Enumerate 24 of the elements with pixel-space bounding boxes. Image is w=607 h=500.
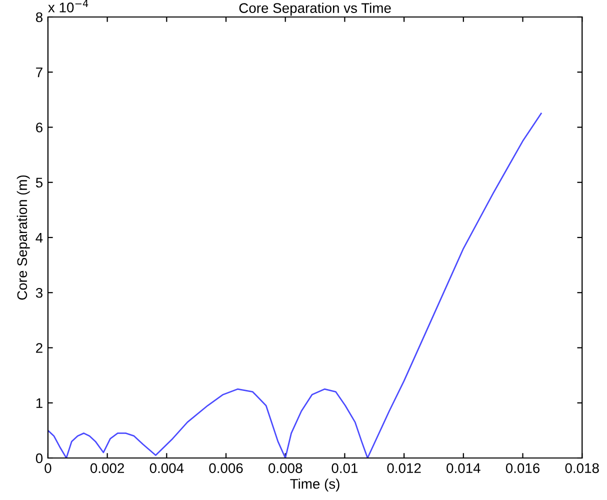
text: x 10$^{−4}$: [48, 0, 88, 12]
x-tick-label: 0.018: [565, 463, 599, 474]
x-tick-label: 0.012: [387, 463, 421, 474]
x-tick-label: 0.008: [268, 463, 302, 474]
x-tick-label: 0: [44, 463, 52, 474]
x-tick-label: 0.016: [506, 463, 540, 474]
line-series: [48, 112, 542, 458]
x-axis-title: Time (s): [290, 478, 340, 492]
x-tick-label: 0.004: [150, 463, 184, 474]
y-tick-label: 6: [36, 122, 42, 132]
y-tick-label: 2: [36, 343, 42, 353]
y-tick-label: 4: [36, 232, 43, 243]
y-tick-label: 0: [36, 453, 43, 464]
x-tick-label: 0.01: [332, 463, 358, 474]
y-tick-label: 5: [36, 178, 43, 188]
x-tick-label: 0.002: [90, 463, 124, 474]
y-axis-title: Core Separation (m): [16, 175, 30, 300]
x-tick-label: 0.006: [209, 463, 243, 474]
chart-title: Core Separation vs Time: [239, 2, 391, 16]
y-tick-label: 1: [36, 398, 42, 408]
y-tick-label: 8: [36, 12, 42, 22]
y-tick-label: 7: [36, 68, 42, 78]
y-tick-label: 3: [36, 288, 42, 298]
x-tick-label: 0.014: [446, 463, 480, 474]
